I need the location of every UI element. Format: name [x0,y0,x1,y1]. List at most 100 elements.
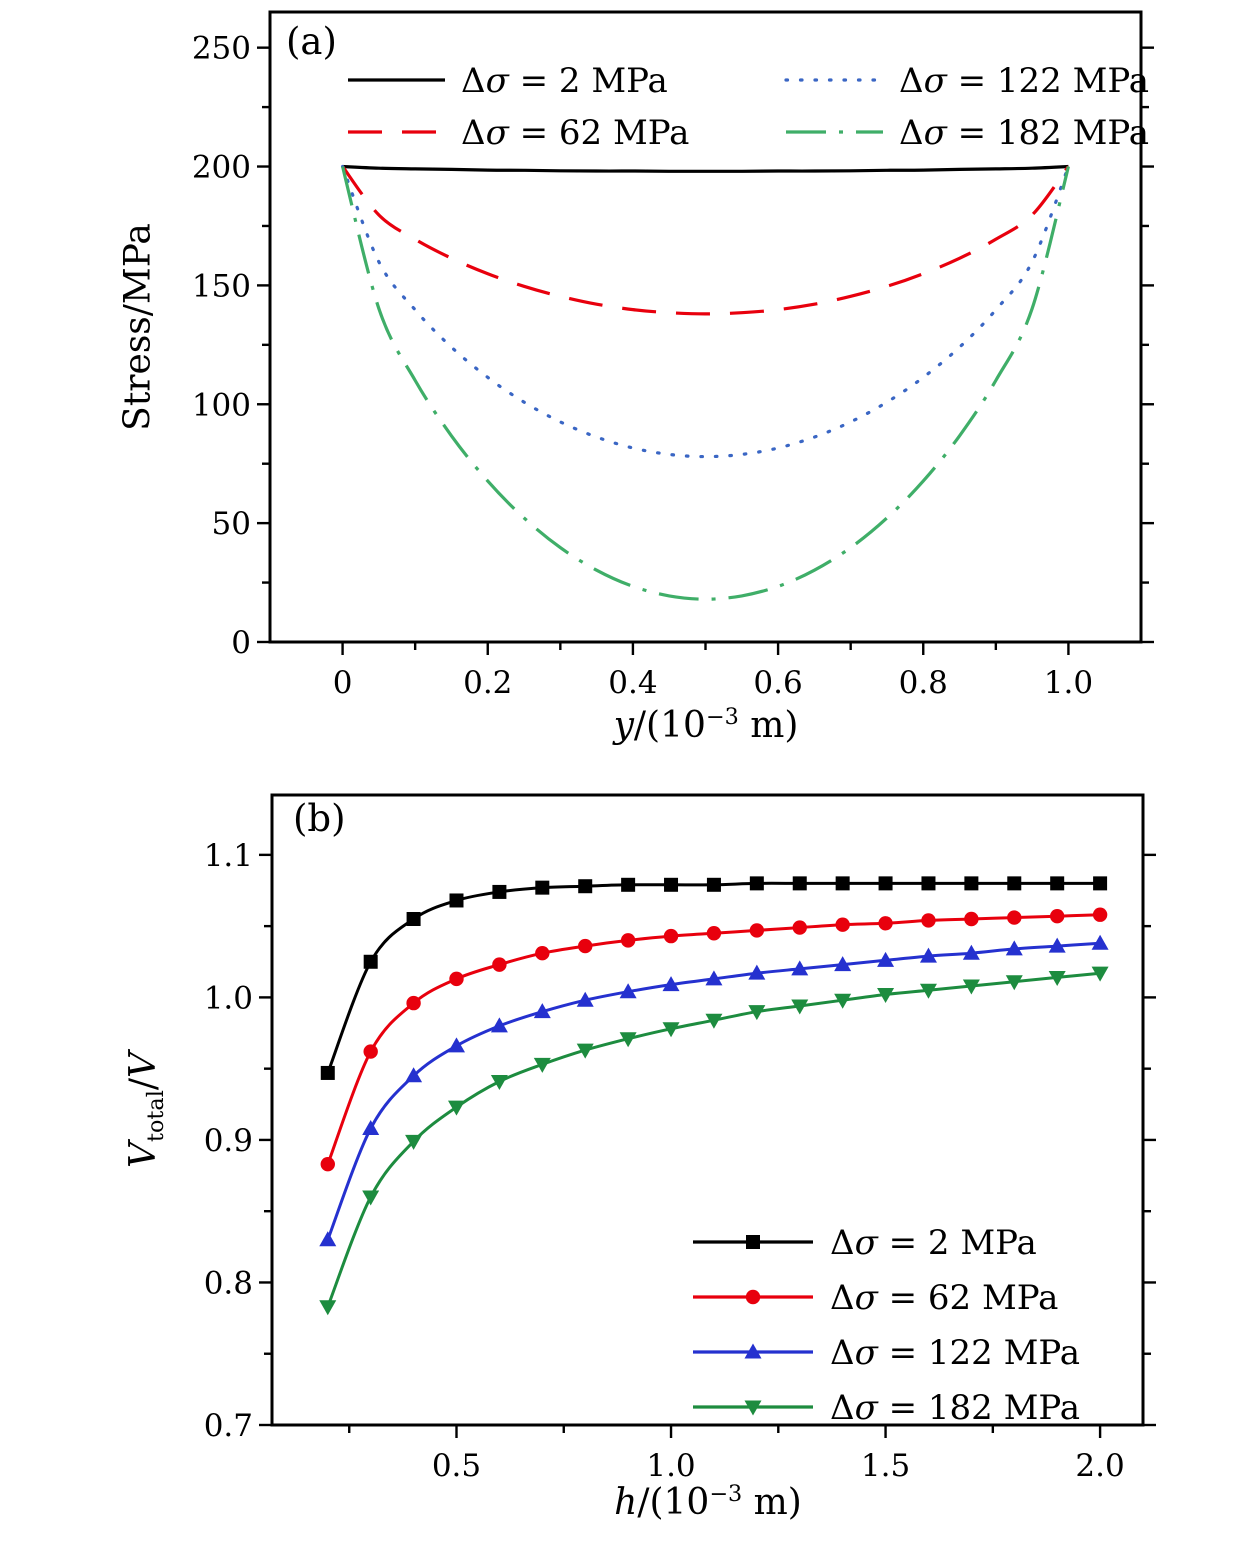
triangle-up-marker [744,1343,762,1359]
tick-labels: 0 0.2 0.4 0.6 0.8 1.0 0 50 100 150 200 250 [192,31,1093,701]
triangle-up-marker [576,991,594,1007]
x-tick-label: 0.4 [608,665,657,701]
square-marker [746,1235,760,1249]
x-tick-label: 1.0 [646,1448,695,1484]
y-tick-label: 0.7 [204,1408,253,1444]
x-tick-label: 0.5 [432,1448,481,1484]
series-markers-0 [320,876,1108,1080]
x-tick-label: 0.6 [753,665,802,701]
triangle-down-marker [962,979,980,995]
series-line-2 [326,941,1101,1241]
y-tick-label: 0 [231,625,251,661]
circle-marker [363,1044,378,1059]
legend-label: Δσ = 182 MPa [899,113,1149,153]
square-marker [706,877,721,892]
triangle-down-marker [1091,966,1109,982]
x-tick-label: 1.5 [861,1448,910,1484]
legend-label: Δσ = 122 MPa [899,61,1149,101]
legend-entry: Δσ = 62 MPa [348,113,689,153]
circle-marker [1049,908,1065,924]
triangle-down-marker [490,1074,508,1090]
y-tick-label: 0.8 [204,1265,253,1301]
series-line-3 [341,166,1070,601]
square-marker [320,1065,335,1080]
circle-marker [835,917,850,932]
axis-box [270,793,1145,1427]
chart-a-stress-vs-y: 0 0.2 0.4 0.6 0.8 1.0 0 50 100 150 200 250 Δσ = 2 MP… [192,10,1154,701]
circle-marker [1092,907,1108,922]
panel-a-label: (a) [286,20,337,63]
circle-marker [1007,910,1022,925]
y-tick-label: 1.1 [204,838,253,874]
legend-label: Δσ = 2 MPa [830,1223,1037,1263]
y-tick-label: 50 [212,506,251,542]
triangle-up-marker [791,960,809,976]
circle-marker [749,923,765,938]
triangle-down-marker [1005,975,1023,991]
legend-label: Δσ = 62 MPa [461,113,689,153]
square-marker [792,876,807,891]
x-tick-label: 0 [333,665,353,701]
series-line-2 [341,164,1070,459]
triangle-up-marker [619,983,637,999]
x-tick-label: 0.8 [899,665,948,701]
circle-marker [492,957,507,972]
triangle-up-marker [919,947,937,963]
square-marker [363,954,378,969]
circle-marker [578,938,593,954]
y-tick-label: 1.0 [204,980,253,1016]
x-var-b: h [614,1482,638,1523]
triangle-down-marker [533,1057,551,1073]
circle-marker [745,1289,761,1305]
triangle-up-marker [705,970,723,986]
y-tick-label: 0.9 [204,1123,253,1159]
square-marker [749,876,764,891]
chart-a-x-axis-title: y/(10−3 m) [613,704,799,746]
triangle-up-marker [490,1017,508,1033]
triangle-down-marker [319,1300,337,1316]
legend: Δσ = 2 MPa Δσ = 62 MPa Δσ = 122 MPa Δσ = 18… [693,1223,1080,1428]
square-marker [921,876,936,891]
x-tick-label: 0.2 [463,665,512,701]
triangle-up-marker [748,964,766,980]
y-tick-label: 150 [192,268,251,304]
chart-b-y-axis-title: Vtotal/V [122,1052,170,1168]
legend: Δσ = 2 MPa Δσ = 62 MPa Δσ = 122 MPa Δσ = 18… [348,61,1149,153]
triangle-up-marker [1091,934,1109,950]
axis-box [268,10,1143,644]
triangle-up-marker [1048,937,1066,953]
triangle-down-marker [919,983,937,999]
square-marker [1050,876,1065,891]
circle-marker [620,933,636,948]
y-tick-label: 250 [192,31,251,67]
triangle-up-marker [405,1067,423,1083]
circle-marker [406,995,421,1011]
triangle-up-marker [877,951,895,967]
x-tick-label: 1.0 [1044,665,1093,701]
square-marker [964,876,979,891]
triangle-down-marker [362,1190,380,1206]
triangle-up-marker [319,1231,337,1247]
legend-entry: Δσ = 182 MPa [786,113,1149,153]
axis-ticks [257,46,1154,655]
legend-label: Δσ = 62 MPa [830,1278,1058,1318]
circle-marker [706,926,722,941]
triangle-down-marker [619,1032,637,1048]
triangle-down-marker [1048,970,1066,986]
legend-entry: Δσ = 2 MPa [693,1223,1037,1263]
legend-entry: Δσ = 122 MPa [693,1333,1080,1373]
square-marker [406,912,421,927]
square-marker [578,879,593,894]
x-tick-label: 2.0 [1075,1448,1124,1484]
series-line-1 [341,165,1070,316]
legend-label: Δσ = 2 MPa [461,61,668,101]
circle-marker [449,971,464,987]
series-line-0 [342,164,1069,173]
series-markers-2 [319,934,1109,1247]
square-marker [835,876,850,891]
triangle-up-marker [447,1037,465,1053]
triangle-down-marker [791,999,809,1015]
triangle-down-marker [744,1400,762,1416]
circle-marker [792,920,807,935]
